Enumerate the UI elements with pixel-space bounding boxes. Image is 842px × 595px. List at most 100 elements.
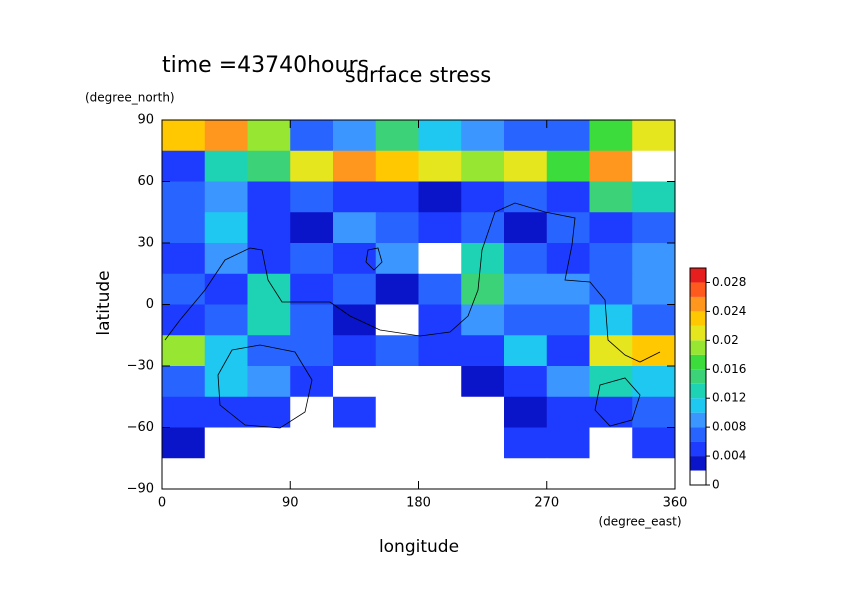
field-cell — [290, 335, 334, 367]
colorbar-bin — [690, 296, 706, 312]
field-cell — [162, 212, 206, 244]
field-cell — [247, 366, 291, 398]
field-cell — [333, 181, 377, 213]
colorbar-tick-label: 0 — [712, 478, 720, 492]
colorbar-tick-label: 0.012 — [712, 391, 746, 405]
field-cell — [589, 335, 633, 367]
field-cell — [418, 396, 462, 428]
field-cell — [632, 304, 676, 336]
field-cell — [589, 304, 633, 336]
field-cell — [290, 150, 334, 182]
colorbar-bin — [690, 354, 706, 370]
field-cell — [162, 120, 206, 152]
field-cell — [632, 335, 676, 367]
field-cell — [375, 181, 419, 213]
field-cell — [632, 181, 676, 213]
field-cell — [504, 458, 548, 490]
field-cell — [546, 335, 590, 367]
field-cell — [204, 366, 248, 398]
field-cell — [418, 212, 462, 244]
field-cell — [632, 120, 676, 152]
field-cell — [375, 458, 419, 490]
y-tick-label: −90 — [127, 482, 154, 497]
field-cell — [204, 273, 248, 305]
field-cell — [546, 150, 590, 182]
field-cell — [375, 243, 419, 275]
field-cell — [333, 273, 377, 305]
field-cell — [418, 273, 462, 305]
field-cell — [546, 273, 590, 305]
coastline — [164, 202, 661, 363]
x-tick-label: 90 — [282, 496, 299, 511]
field-cell — [204, 212, 248, 244]
field-cell — [504, 427, 548, 459]
field-cell — [375, 304, 419, 336]
field-cell — [247, 243, 291, 275]
y-tick-label: −30 — [127, 359, 154, 374]
field-cell — [632, 458, 676, 490]
field-cell — [461, 396, 505, 428]
colorbar-bin — [690, 412, 706, 428]
colorbar-bin — [690, 383, 706, 399]
field-cell — [632, 243, 676, 275]
field-cell — [632, 396, 676, 428]
field-cell — [162, 150, 206, 182]
field-cell — [589, 427, 633, 459]
colorbar-bin — [690, 340, 706, 355]
field-cell — [589, 243, 633, 275]
coastline — [594, 377, 641, 427]
field-cell — [546, 427, 590, 459]
field-cell — [290, 396, 334, 428]
field-cell — [632, 212, 676, 244]
field-cell — [375, 273, 419, 305]
field-cell — [162, 243, 206, 275]
colorbar-bin — [690, 268, 706, 283]
y-unit: (degree_north) — [85, 91, 175, 105]
field — [162, 120, 676, 490]
field-cell — [333, 212, 377, 244]
field-cell — [504, 150, 548, 182]
field-cell — [162, 458, 206, 490]
field-cell — [375, 396, 419, 428]
field-cell — [375, 366, 419, 398]
field-cell — [290, 243, 334, 275]
colorbar-bin — [690, 398, 706, 413]
field-cell — [546, 458, 590, 490]
field-cell — [290, 304, 334, 336]
field-cell — [632, 366, 676, 398]
field-cell — [375, 150, 419, 182]
chart-subtitle: time =43740hours — [162, 53, 369, 78]
x-tick-label: 180 — [406, 496, 431, 511]
field-cell — [461, 366, 505, 398]
field-cell — [333, 150, 377, 182]
field-cell — [333, 243, 377, 275]
colorbar-tick-label: 0.016 — [712, 362, 746, 376]
field-cell — [204, 120, 248, 152]
field-cell — [247, 150, 291, 182]
field-cell — [162, 304, 206, 336]
field-cell — [333, 458, 377, 490]
coastline — [217, 344, 313, 429]
field-cell — [204, 458, 248, 490]
colorbar-bin — [690, 427, 706, 442]
field-cell — [546, 396, 590, 428]
field-cell — [504, 366, 548, 398]
coastline — [365, 247, 383, 271]
chart-title: surface stress — [345, 63, 491, 87]
field-cell — [461, 120, 505, 152]
colorbar-bin — [690, 369, 706, 384]
field-cell — [461, 212, 505, 244]
field-cell — [546, 243, 590, 275]
field-cell — [418, 366, 462, 398]
field-cell — [546, 212, 590, 244]
field-cell — [504, 212, 548, 244]
field-cell — [504, 181, 548, 213]
colorbar-tick-label: 0.024 — [712, 304, 746, 318]
field-cell — [247, 458, 291, 490]
colorbar-tick-label: 0.008 — [712, 420, 746, 434]
field-cell — [162, 273, 206, 305]
colorbar-bin — [690, 311, 706, 326]
field-cell — [589, 150, 633, 182]
field-cell — [461, 150, 505, 182]
field-cell — [162, 366, 206, 398]
